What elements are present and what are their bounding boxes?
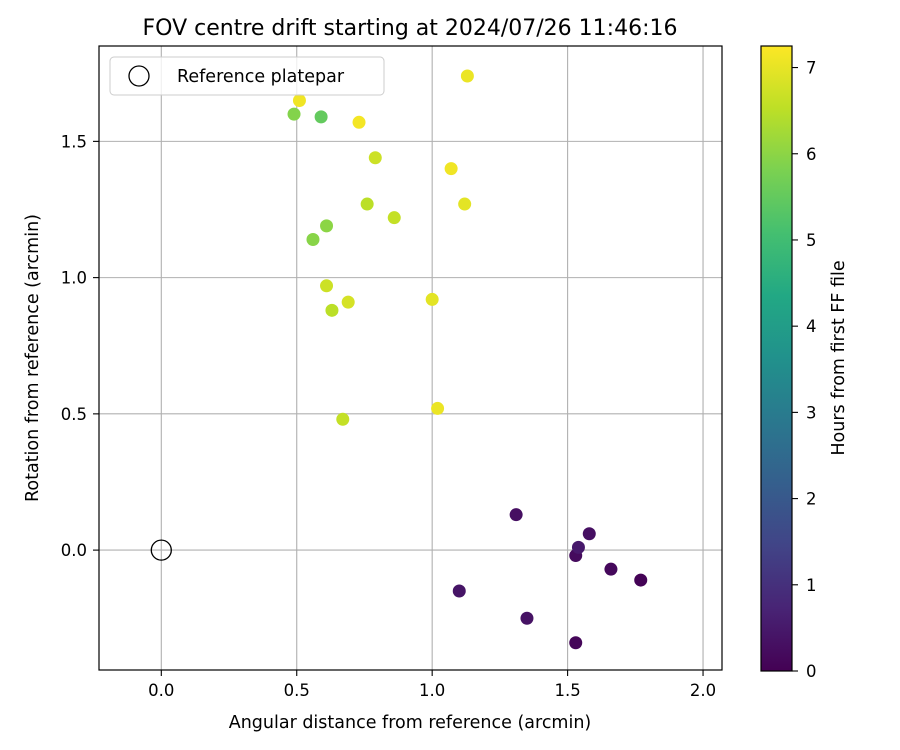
legend: Reference platepar: [109, 56, 385, 96]
colorbar-tick-label: 0: [806, 662, 817, 681]
x-tick-label: 0.5: [284, 681, 310, 700]
data-point: [306, 232, 320, 246]
legend-entry-reference-platepar: Reference platepar: [177, 67, 345, 87]
data-point: [292, 93, 306, 107]
data-point: [444, 162, 458, 176]
data-point: [341, 295, 355, 309]
colorbar-frame: [760, 45, 793, 672]
data-point: [352, 115, 366, 129]
colorbar-tick-label: 5: [806, 231, 817, 250]
data-point: [314, 110, 328, 124]
data-point: [325, 303, 339, 317]
x-tick-label: 0.0: [148, 681, 174, 700]
data-point: [634, 573, 648, 587]
chart-title: FOV centre drift starting at 2024/07/26 …: [143, 16, 678, 41]
legend-box: [109, 56, 385, 96]
x-axis-ticks: 0.0 0.5 1.0 1.5 2.0: [148, 670, 716, 700]
colorbar-label: Hours from first FF file: [829, 260, 849, 455]
data-point: [509, 508, 523, 522]
colorbar: 0 1 2 3 4 5 6 7 Hours from first FF file: [760, 45, 849, 681]
data-point: [287, 107, 301, 121]
data-point: [425, 292, 439, 306]
data-point: [360, 197, 374, 211]
y-tick-label: 1.0: [61, 269, 87, 288]
x-tick-label: 2.0: [690, 681, 716, 700]
data-point: [571, 540, 585, 554]
colorbar-tick-label: 7: [806, 59, 817, 78]
y-axis-ticks: 0.0 0.5 1.0 1.5: [61, 132, 99, 560]
colorbar-tick-label: 6: [806, 145, 817, 164]
data-point: [604, 562, 618, 576]
grid: [99, 46, 722, 670]
data-point: [336, 412, 350, 426]
colorbar-tick-label: 2: [806, 490, 817, 509]
y-tick-label: 0.0: [61, 541, 87, 560]
y-tick-label: 1.5: [61, 132, 87, 151]
colorbar-tick-label: 1: [806, 576, 817, 595]
y-tick-label: 0.5: [61, 405, 87, 424]
data-point: [320, 219, 334, 233]
reference-platepar-marker: [150, 539, 172, 561]
colorbar-ticks: 0 1 2 3 4 5 6 7: [792, 59, 817, 681]
data-point: [431, 401, 445, 415]
data-point: [458, 197, 472, 211]
data-point: [569, 636, 583, 650]
data-points: [287, 69, 648, 650]
colorbar-tick-label: 4: [806, 317, 817, 336]
data-point: [387, 211, 401, 225]
y-axis-label: Rotation from reference (arcmin): [23, 214, 43, 502]
colorbar-gradient: [761, 46, 792, 671]
x-axis-label: Angular distance from reference (arcmin): [229, 713, 592, 733]
legend-reference-marker: [128, 65, 150, 87]
colorbar-tick-label: 3: [806, 403, 817, 422]
data-point: [582, 527, 596, 541]
data-point: [320, 279, 334, 293]
x-tick-label: 1.5: [554, 681, 580, 700]
plot-frame: [98, 45, 723, 671]
x-tick-label: 1.0: [419, 681, 445, 700]
data-point: [368, 151, 382, 165]
data-point: [520, 611, 534, 625]
reference-marker-layer: [150, 539, 172, 561]
data-point: [460, 69, 474, 83]
data-point: [452, 584, 466, 598]
